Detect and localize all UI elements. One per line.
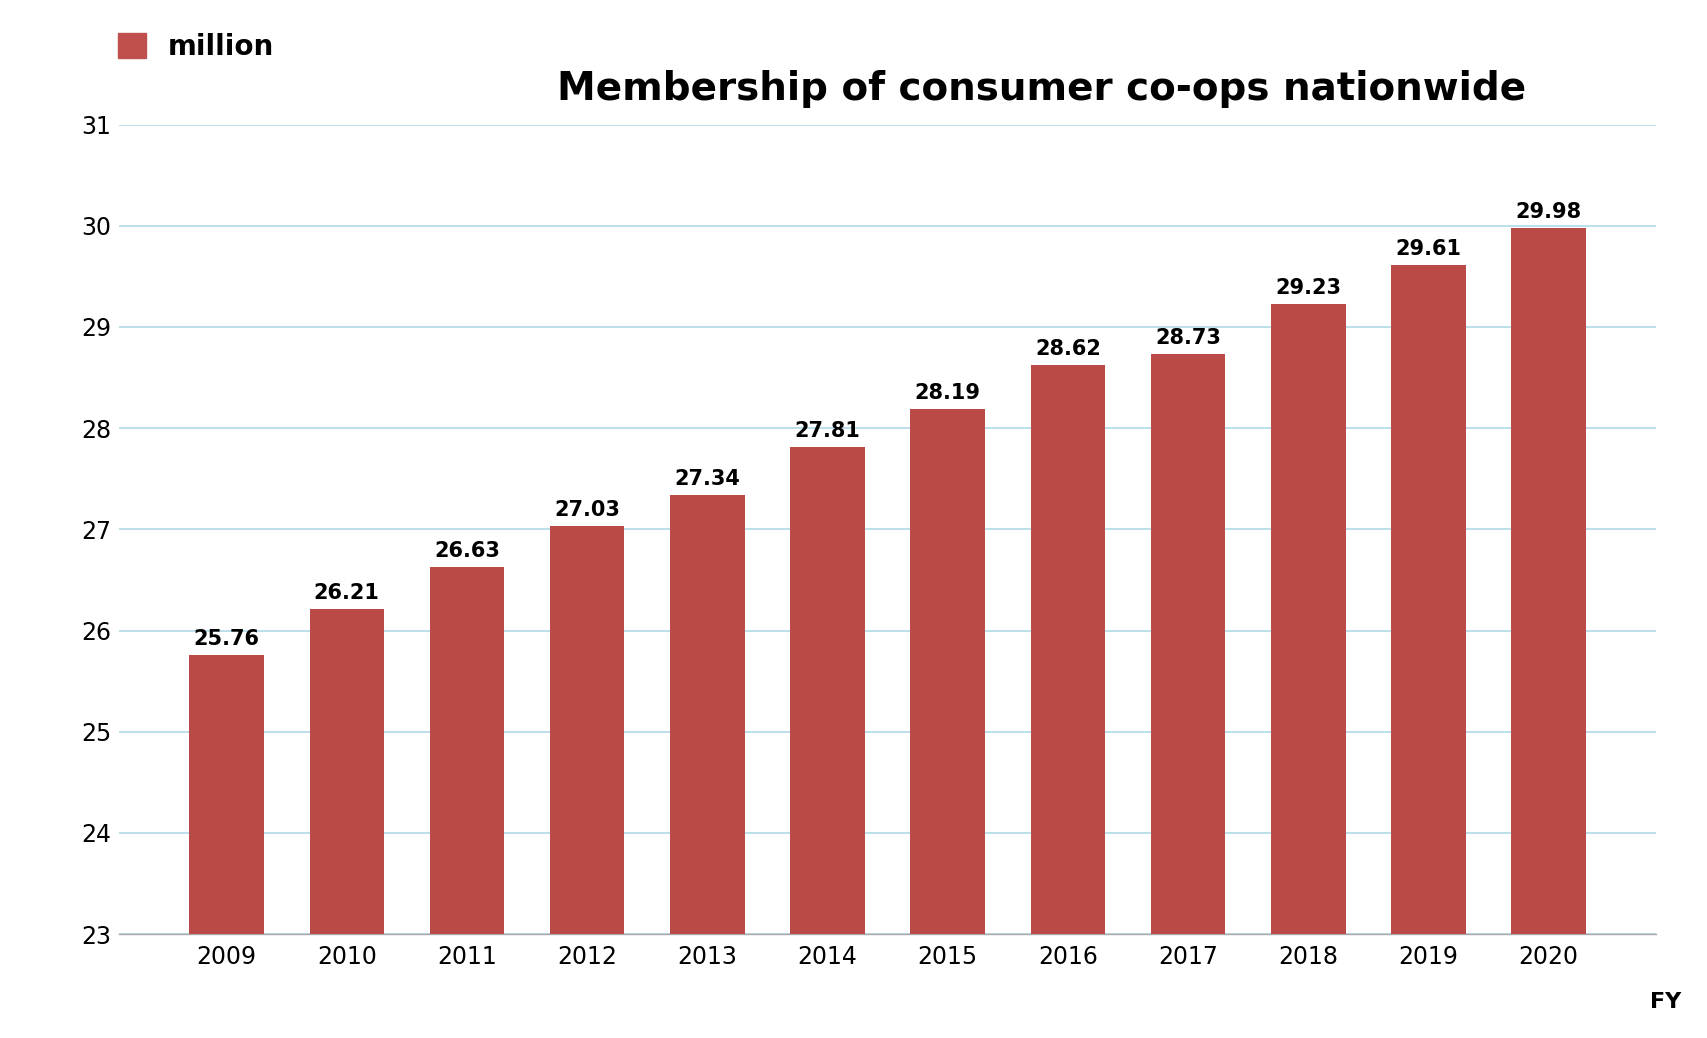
Bar	[790, 447, 865, 934]
Bar	[1391, 266, 1466, 934]
Text: 28.73: 28.73	[1156, 328, 1221, 348]
Text: 27.03: 27.03	[555, 500, 620, 520]
Bar	[1272, 304, 1345, 934]
Text: 27.81: 27.81	[794, 421, 860, 441]
Text: 28.62: 28.62	[1034, 339, 1101, 359]
Bar	[671, 495, 744, 934]
Bar	[1511, 227, 1586, 934]
Text: 25.76: 25.76	[193, 629, 259, 649]
Text: FY: FY	[1651, 992, 1681, 1012]
Bar	[550, 526, 625, 934]
Text: 28.19: 28.19	[915, 383, 982, 403]
Text: 27.34: 27.34	[674, 469, 741, 489]
Bar	[1151, 354, 1226, 934]
Bar	[430, 567, 504, 934]
Bar	[189, 655, 265, 934]
Bar	[1031, 365, 1104, 934]
Text: 29.98: 29.98	[1516, 201, 1582, 222]
Legend: million: million	[118, 33, 275, 61]
Text: 29.23: 29.23	[1275, 277, 1342, 298]
Text: 26.21: 26.21	[314, 583, 379, 603]
Title: Membership of consumer co-ops nationwide: Membership of consumer co-ops nationwide	[556, 70, 1526, 108]
Bar	[910, 409, 985, 934]
Text: 29.61: 29.61	[1396, 239, 1461, 260]
Bar	[309, 609, 384, 934]
Text: 26.63: 26.63	[434, 541, 500, 561]
